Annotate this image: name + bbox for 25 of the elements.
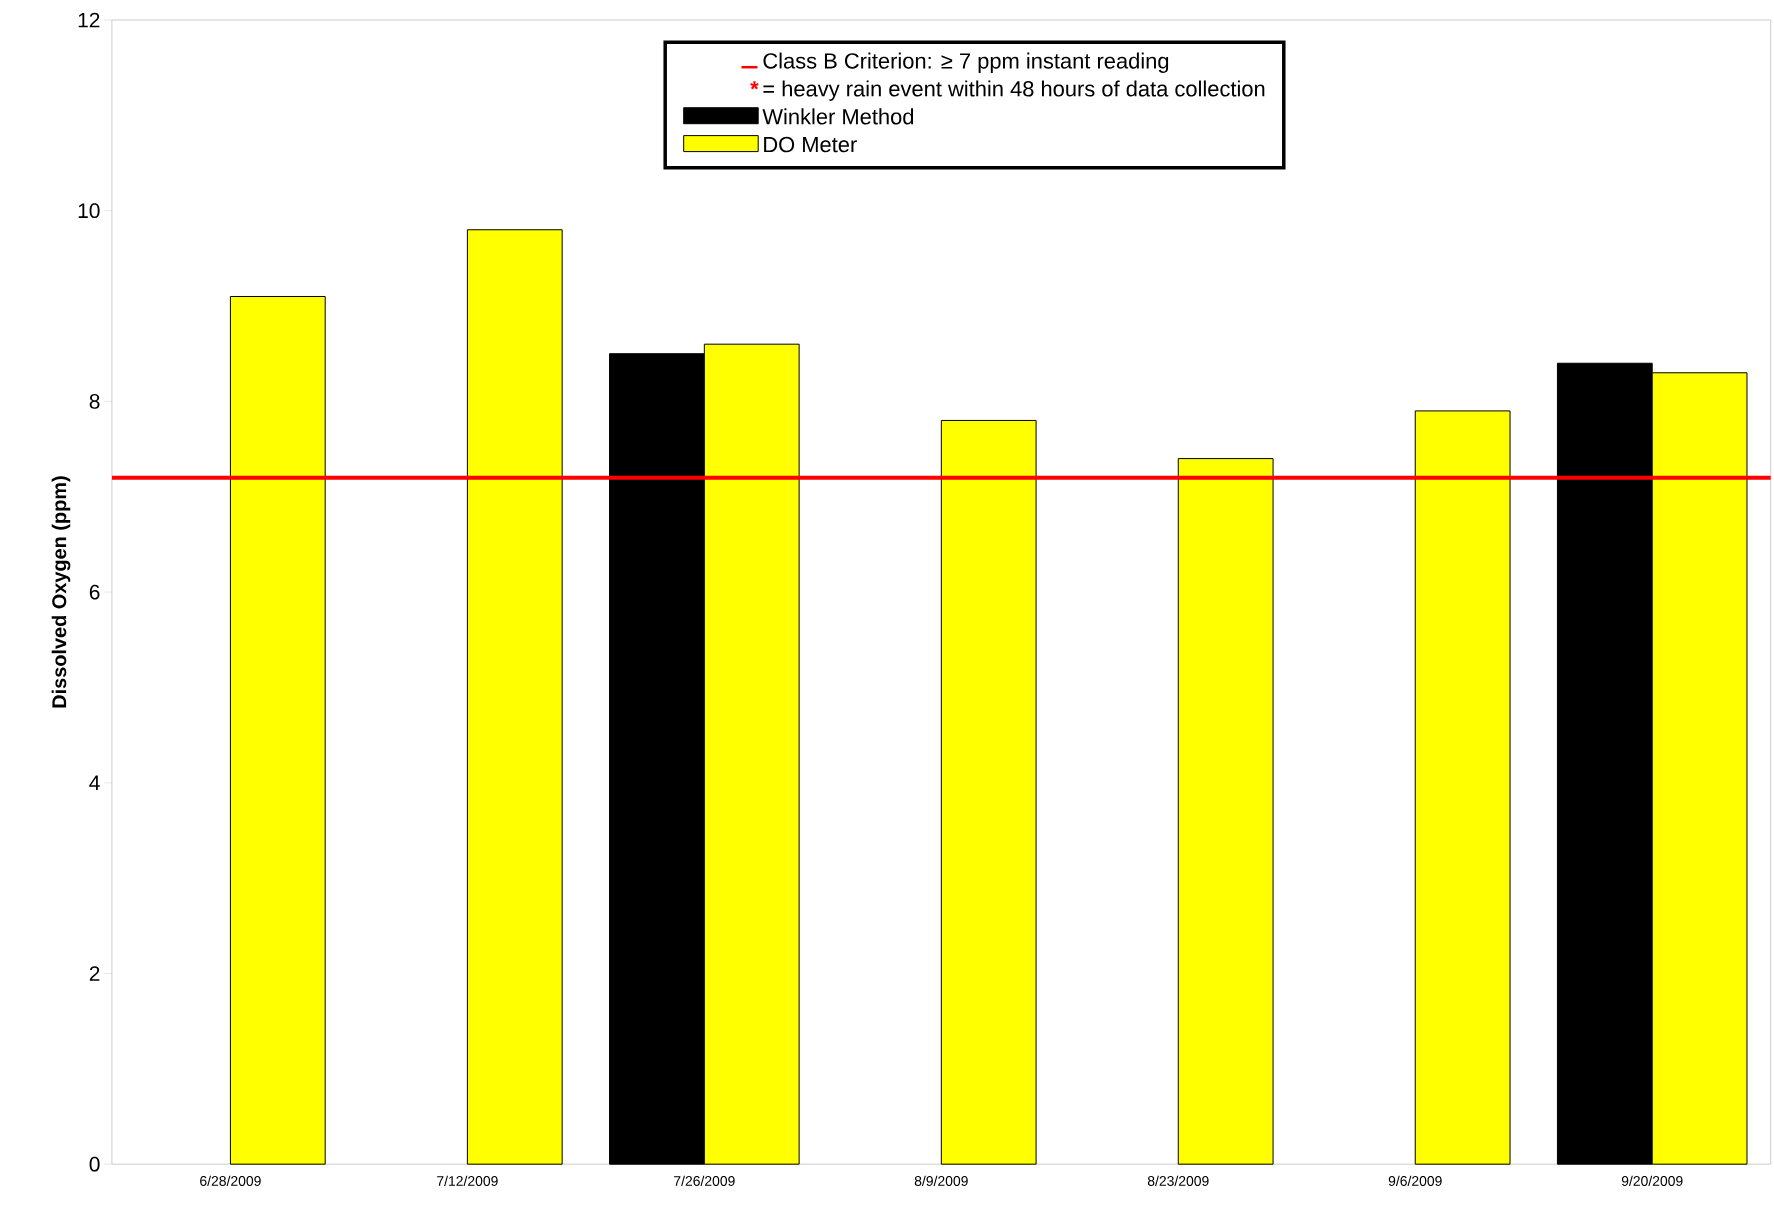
y-tick-label: 12 bbox=[78, 12, 100, 28]
bar bbox=[229, 295, 326, 1165]
annotation: = heavy rain event within 48 hours of data collection bbox=[763, 80, 1265, 101]
y-tick-label: 2 bbox=[89, 966, 100, 981]
x-tick-label: 7/12/2009 bbox=[437, 1175, 498, 1186]
legend-label: Winkler Method bbox=[762, 108, 914, 125]
y-tick-label: 6 bbox=[89, 584, 100, 600]
bar bbox=[1177, 458, 1274, 1165]
x-tick-label: 8/9/2009 bbox=[914, 1175, 968, 1186]
legend-label: DO Meter bbox=[764, 136, 857, 153]
y-axis-title: Dissolved Oxygen (ppm) bbox=[51, 476, 71, 708]
x-tick-label: 6/28/2009 bbox=[200, 1175, 261, 1186]
legend-label: Class B Criterion: ≥ 7 ppm instant reading bbox=[763, 52, 1169, 73]
x-tick-label: 9/20/2009 bbox=[1621, 1175, 1683, 1186]
y-tick-label: 8 bbox=[89, 393, 100, 409]
y-tick-label: 4 bbox=[89, 775, 100, 790]
x-tick-label: 9/6/2009 bbox=[1388, 1175, 1442, 1186]
x-tick-label: 8/23/2009 bbox=[1147, 1175, 1209, 1186]
x-tick-label: 7/26/2009 bbox=[674, 1175, 735, 1186]
y-tick-label: 10 bbox=[78, 203, 100, 219]
bar bbox=[1414, 410, 1511, 1165]
bar bbox=[940, 419, 1037, 1165]
bar bbox=[466, 229, 563, 1165]
annotation: * bbox=[750, 81, 759, 90]
y-tick-label: 0 bbox=[89, 1156, 100, 1172]
